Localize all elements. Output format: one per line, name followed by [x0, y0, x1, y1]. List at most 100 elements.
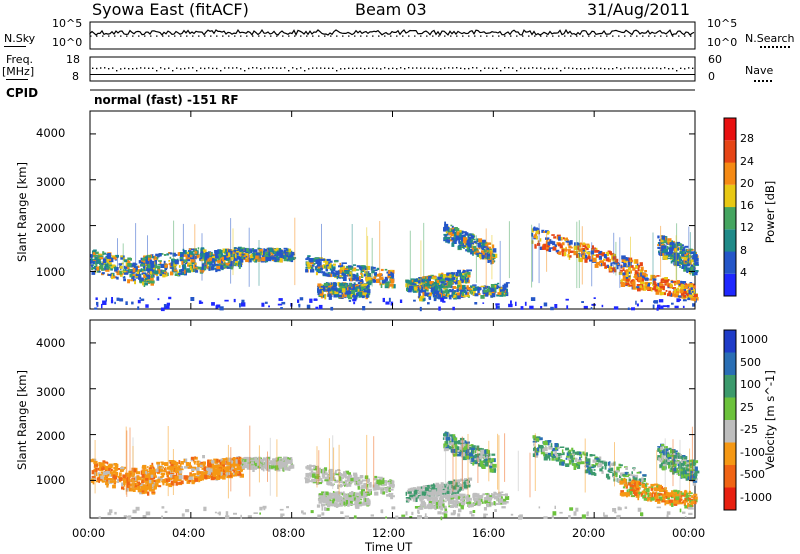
scatter-cell: [350, 478, 354, 482]
scatter-cell: [289, 258, 294, 261]
scatter-cell: [335, 270, 340, 275]
nsearch-dot: [426, 35, 428, 37]
scatter-cell: [152, 484, 155, 487]
scatter-cell: [659, 241, 661, 246]
scatter-cell: [377, 476, 380, 479]
scatter-cell: [96, 266, 100, 271]
scatter-cell: [307, 466, 312, 469]
scatter-cell: [308, 480, 312, 483]
nsearch-dot: [480, 35, 482, 37]
scatter-cell: [543, 231, 545, 233]
scatter-cell: [678, 243, 683, 246]
scatter-cell: [265, 466, 268, 470]
scatter-cell: [351, 268, 357, 272]
nsearch-dot: [90, 35, 92, 37]
scatter-cell: [659, 249, 664, 252]
nave-dot: [300, 67, 302, 69]
scatter-cell: [207, 261, 211, 265]
scatter-cell: [503, 283, 509, 288]
scatter-cell: [456, 276, 458, 280]
scatter-cell: [283, 247, 288, 250]
nave-dot: [100, 67, 102, 69]
scatter-cell: [581, 301, 584, 303]
scatter-cell: [221, 468, 224, 472]
scatter-cell: [94, 307, 98, 310]
scatter-cell: [136, 481, 140, 486]
scatter-cell: [361, 295, 365, 299]
nsearch-dot: [612, 35, 614, 37]
scatter-cell: [657, 235, 660, 239]
scatter-cell: [200, 256, 203, 260]
nsearch-dot: [570, 35, 572, 37]
nsearch-dot: [630, 35, 632, 37]
scatter-cell: [468, 233, 471, 236]
scatter-cell: [121, 270, 126, 273]
scatter-cell: [243, 250, 245, 253]
scatter-cell: [458, 272, 463, 277]
scatter-cell: [466, 246, 469, 251]
scatter-cell: [424, 286, 428, 290]
scatter-cell: [208, 267, 211, 271]
scatter-cell: [367, 479, 370, 484]
scatter-cell: [459, 287, 463, 290]
nsearch-dot: [678, 35, 680, 37]
nsearch-dot: [498, 35, 500, 37]
scatter-cell: [105, 474, 108, 478]
scatter-cell: [168, 262, 171, 266]
scatter-cell: [446, 239, 450, 243]
scatter-cell: [463, 237, 468, 241]
scatter-cell: [436, 280, 439, 283]
scatter-cell: [130, 479, 135, 483]
scatter-cell: [362, 292, 367, 296]
scatter-cell: [174, 270, 178, 273]
scatter-cell: [357, 288, 360, 292]
scatter-cell: [485, 256, 489, 260]
scatter-cell: [445, 236, 451, 240]
scatter-cell: [164, 267, 168, 271]
scatter-cell: [318, 482, 323, 485]
scatter-cell: [466, 269, 469, 271]
scatter-cell: [173, 262, 176, 265]
scatter-cell: [173, 479, 178, 483]
scatter-cell: [278, 463, 282, 468]
nave-dot: [500, 70, 502, 72]
nave-dot: [196, 70, 198, 72]
scatter-cell: [187, 270, 192, 273]
scatter-cell: [628, 284, 633, 287]
scatter-cell: [336, 293, 340, 298]
nave-dot: [160, 67, 162, 69]
velocity-ytick-4000: 4000: [36, 336, 66, 350]
scatter-cell: [376, 487, 380, 491]
scatter-streak: [423, 222, 425, 281]
scatter-cell: [182, 250, 185, 254]
scatter-cell: [328, 472, 333, 475]
scatter-cell: [459, 279, 464, 282]
nsearch-dot: [318, 35, 320, 37]
scatter-cell: [675, 290, 680, 294]
scatter-cell: [150, 281, 154, 286]
scatter-cell: [270, 460, 273, 463]
nave-dot: [316, 67, 318, 69]
scatter-cell: [391, 486, 395, 489]
scatter-cell: [124, 259, 128, 263]
scatter-cell: [363, 286, 368, 290]
scatter-cell: [626, 271, 629, 276]
scatter-cell: [489, 258, 492, 263]
scatter-cell: [500, 291, 505, 294]
scatter-cell: [225, 248, 230, 252]
scatter-cell: [584, 246, 589, 251]
scatter-cell: [565, 298, 569, 301]
scatter-cell: [143, 477, 146, 483]
scatter-cell: [327, 285, 332, 288]
scatter-cell: [104, 478, 108, 483]
scatter-cell: [464, 270, 469, 274]
scatter-cell: [116, 271, 121, 276]
scatter-cell: [98, 270, 101, 273]
scatter-cell: [490, 260, 492, 263]
scatter-cell: [362, 501, 366, 506]
scatter-cell: [174, 468, 177, 473]
scatter-cell: [147, 268, 151, 272]
scatter-cell: [304, 477, 307, 480]
scatter-cell: [383, 483, 387, 486]
scatter-cell: [655, 287, 658, 291]
